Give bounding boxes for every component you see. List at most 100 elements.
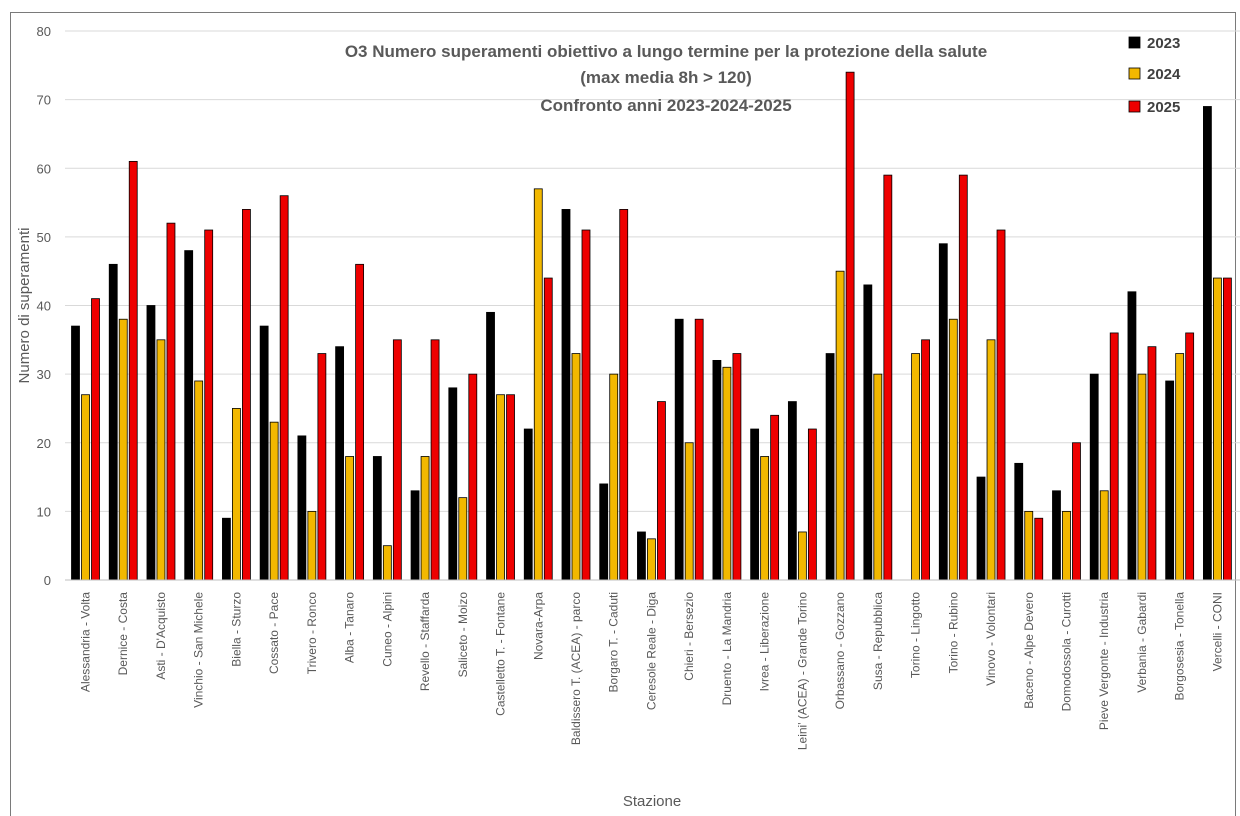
bar-2025 [317,353,327,581]
bar-2024 [797,531,807,581]
bar-2024 [1213,277,1222,581]
category-label: Borgosesia - Tonella [1173,592,1187,701]
bar-2023 [146,305,156,581]
category-label: Domodossola - Curotti [1059,592,1073,711]
category-label: Castelletto T. - Fontane [494,592,508,716]
bar-2023 [1203,106,1212,581]
category-label: Druento - La Mandria [720,592,734,706]
bar-2024 [760,456,770,581]
category-label: Asti - D'Acquisto [154,592,168,680]
bar-2024 [1175,353,1185,581]
bar-2023 [335,346,345,581]
category-label: Chieri - Bersezio [682,592,696,681]
bar-2025 [166,222,176,581]
category-label: Ivrea - Liberazione [758,592,772,692]
bar-2024 [496,394,505,581]
bar-2025 [657,401,666,581]
legend-swatch-2025 [1128,100,1141,113]
bar-2024 [307,510,317,581]
bar-2025 [1109,332,1119,581]
y-tick-label: 10 [37,504,51,519]
category-label: Novara-Arpa [531,592,545,660]
bar-2024 [647,538,656,581]
bar-2024 [986,339,996,581]
y-tick-label: 80 [37,24,51,39]
bar-2024 [194,380,204,581]
bar-2023 [523,428,533,581]
y-tick-label: 40 [37,299,51,314]
legend: 2023 2024 2025 [1128,35,1181,116]
bar-2025 [883,174,893,581]
bar-2023 [222,517,231,581]
category-label: Leini' (ACEA) - Grande Torino [795,592,809,750]
bar-2025 [770,414,780,581]
category-labels: Alessandria - Volta Dernice - Costa Asti -… [79,592,1225,750]
category-label: Vercelli - CONI [1210,592,1224,671]
bar-2024 [835,270,845,581]
bar-2025 [958,174,968,581]
bar-2025 [204,229,214,581]
bar-2024 [420,456,430,581]
bar-2025 [392,339,402,581]
bar-2025 [694,318,704,581]
category-label: Baceno - Alpe Devero [1022,592,1036,709]
bar-2025 [1034,517,1044,581]
category-label: Orbassano - Gozzano [833,592,847,710]
bar-2023 [825,353,835,581]
legend-swatch-2024 [1128,67,1141,80]
bar-2024 [232,408,241,581]
legend-label: 2024 [1147,66,1181,83]
category-label: Trivero - Ronco [305,592,319,675]
bar-2024 [1099,490,1109,581]
bar-2023 [297,435,307,581]
legend-label: 2023 [1147,35,1180,52]
chart-title-line: (max media 8h > 120) [580,68,752,87]
bar-2025 [732,353,742,581]
bar-2025 [921,339,930,581]
legend-swatch-2023 [1128,36,1141,49]
bar-2025 [506,394,515,581]
bar-2024 [81,394,90,581]
bar-2024 [1137,373,1147,581]
bar-2023 [599,483,609,581]
category-label: Verbania - Gabardi [1135,592,1149,693]
bar-2024 [458,497,468,581]
chart-title: O3 Numero superamenti obiettivo a lungo … [345,42,987,115]
bar-2025 [581,229,591,581]
bar-2023 [448,387,458,581]
category-label: Vinovo - Volontari [984,592,998,686]
category-label: Cuneo - Alpini [380,592,394,667]
bar-2024 [609,373,619,581]
bar-2023 [938,243,948,581]
bar-2025 [1147,346,1157,581]
bar-2023 [1165,380,1175,581]
bar-2023 [410,490,420,581]
bar-2024 [345,456,355,581]
bar-2025 [1185,332,1195,581]
bar-2024 [269,421,279,581]
category-label: Dernice - Costa [116,592,130,676]
bar-2024 [1062,510,1071,581]
category-label: Susa - Repubblica [871,592,885,690]
x-axis-title: Stazione [623,793,681,810]
bar-2024 [684,442,694,581]
category-label: Baldissero T. (ACEA) - parco [569,592,583,745]
category-label: Revello - Staffarda [418,592,432,691]
bar-2024 [118,318,128,581]
category-label: Borgaro T. - Caduti [607,592,621,693]
bar-2024 [722,366,732,581]
chart-title-line: Confronto anni 2023-2024-2025 [540,96,791,115]
category-label: Biella - Sturzo [229,592,243,667]
bar-2023 [108,263,118,581]
y-tick-label: 20 [37,436,51,451]
category-label: Pieve Vergonte - Industria [1097,592,1111,730]
y-tick-labels: 0 10 20 30 40 50 60 70 80 [37,24,51,588]
bar-2025 [619,209,629,581]
category-label: Ceresole Reale - Diga [644,592,658,710]
bar-2023 [712,359,722,581]
category-label: Cossato - Pace [267,592,281,674]
bar-2024 [911,353,920,581]
bar-2023 [372,456,382,581]
bar-2023 [976,476,986,581]
